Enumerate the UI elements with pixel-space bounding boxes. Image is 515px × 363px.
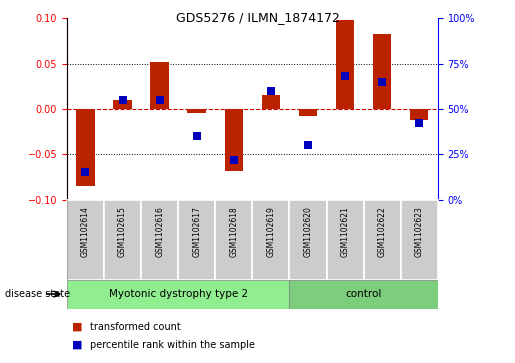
Text: ■: ■ [72, 340, 82, 350]
Text: GSM1102618: GSM1102618 [229, 206, 238, 257]
Text: GSM1102614: GSM1102614 [81, 206, 90, 257]
Bar [215, 200, 252, 280]
Text: Myotonic dystrophy type 2: Myotonic dystrophy type 2 [109, 289, 248, 299]
Bar [252, 200, 289, 280]
Bar [178, 200, 215, 280]
Text: percentile rank within the sample: percentile rank within the sample [90, 340, 255, 350]
Bar [113, 100, 132, 109]
Text: GSM1102622: GSM1102622 [377, 206, 387, 257]
Text: transformed count: transformed count [90, 322, 181, 332]
Bar [67, 200, 104, 280]
Bar [410, 109, 428, 120]
Bar [336, 20, 354, 109]
Bar [104, 200, 141, 280]
Bar [401, 200, 438, 280]
Text: GDS5276 / ILMN_1874172: GDS5276 / ILMN_1874172 [176, 11, 339, 24]
Bar [76, 109, 95, 186]
Text: GSM1102616: GSM1102616 [155, 206, 164, 257]
Bar [67, 280, 289, 309]
Bar [262, 95, 280, 109]
Bar [289, 280, 438, 309]
Text: control: control [346, 289, 382, 299]
Bar [364, 200, 401, 280]
Bar [225, 109, 243, 171]
Text: GSM1102617: GSM1102617 [192, 206, 201, 257]
Bar [141, 200, 178, 280]
Text: ■: ■ [72, 322, 82, 332]
Text: GSM1102615: GSM1102615 [118, 206, 127, 257]
Bar [289, 200, 327, 280]
Bar [373, 34, 391, 109]
Text: disease state: disease state [5, 289, 70, 299]
Text: GSM1102620: GSM1102620 [303, 206, 313, 257]
Bar [327, 200, 364, 280]
Bar [299, 109, 317, 116]
Text: GSM1102621: GSM1102621 [340, 206, 350, 257]
Bar [150, 62, 169, 109]
Bar [187, 109, 206, 114]
Text: GSM1102619: GSM1102619 [266, 206, 276, 257]
Text: GSM1102623: GSM1102623 [415, 206, 424, 257]
